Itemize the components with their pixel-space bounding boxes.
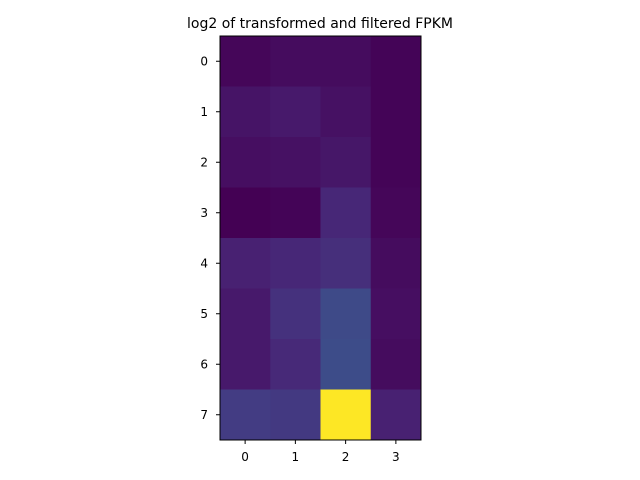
heatmap-cell bbox=[220, 339, 271, 390]
y-tick-label: 1 bbox=[200, 105, 208, 119]
heatmap-cell bbox=[370, 339, 422, 390]
heatmap-cell bbox=[220, 288, 271, 340]
heatmap-cell bbox=[270, 86, 321, 138]
x-tick-label: 3 bbox=[392, 450, 400, 464]
plot-frame bbox=[219, 35, 422, 441]
heatmap-cell bbox=[320, 187, 372, 239]
heatmap-cell bbox=[220, 36, 271, 87]
heatmap-cell bbox=[220, 187, 271, 239]
x-tick-label: 2 bbox=[342, 450, 350, 464]
heatmap-cell bbox=[370, 137, 422, 188]
heatmap-cell bbox=[320, 288, 372, 340]
heatmap-cell bbox=[320, 238, 372, 289]
heatmap-cell bbox=[220, 238, 271, 289]
heatmap-cell bbox=[320, 137, 372, 188]
y-tick-label: 5 bbox=[200, 307, 208, 321]
y-tick-label: 7 bbox=[200, 408, 208, 422]
y-tick-label: 4 bbox=[200, 256, 208, 270]
heatmap-cell bbox=[270, 137, 321, 188]
chart-title: log2 of transformed and filtered FPKM bbox=[187, 16, 453, 32]
y-tick-label: 0 bbox=[200, 54, 208, 68]
y-axis: 0 1 2 3 4 5 6 7 bbox=[200, 54, 220, 422]
x-tick-label: 0 bbox=[241, 450, 249, 464]
heatmap-cell bbox=[370, 86, 422, 138]
heatmap-cell bbox=[370, 389, 422, 441]
heatmap-cell bbox=[270, 238, 321, 289]
heatmap-cell bbox=[320, 86, 372, 138]
heatmap-cell bbox=[270, 187, 321, 239]
heatmap-cell bbox=[370, 36, 422, 87]
heatmap-cell bbox=[270, 288, 321, 340]
x-tick-label: 1 bbox=[292, 450, 300, 464]
heatmap-cell bbox=[270, 36, 321, 87]
heatmap-cell bbox=[320, 339, 372, 390]
y-tick-label: 2 bbox=[200, 155, 208, 169]
heatmap-cells bbox=[220, 36, 422, 441]
heatmap-cell bbox=[270, 339, 321, 390]
heatmap-cell bbox=[370, 288, 422, 340]
heatmap-cell bbox=[320, 36, 372, 87]
x-axis: 0 1 2 3 bbox=[241, 440, 400, 464]
y-tick-label: 6 bbox=[200, 357, 208, 371]
heatmap-cell bbox=[370, 187, 422, 239]
heatmap-cell bbox=[220, 86, 271, 138]
heatmap-cell bbox=[220, 137, 271, 188]
heatmap-cell bbox=[220, 389, 271, 441]
heatmap-cell bbox=[270, 389, 321, 441]
heatmap-cell bbox=[370, 238, 422, 289]
heatmap-cell bbox=[320, 389, 372, 441]
y-tick-label: 3 bbox=[200, 206, 208, 220]
